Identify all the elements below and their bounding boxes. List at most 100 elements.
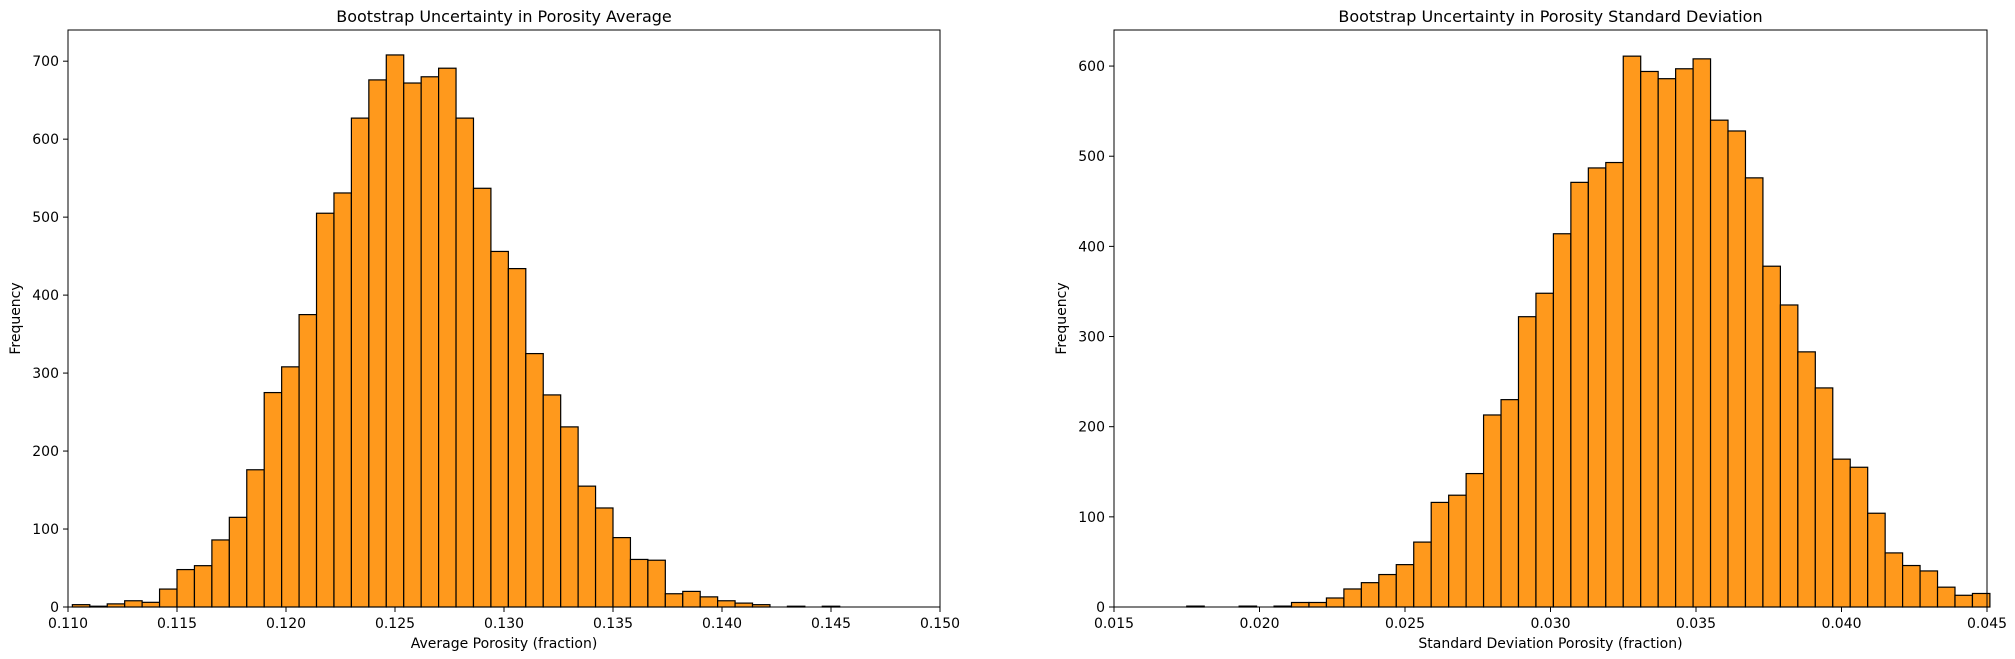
histogram-bar xyxy=(1395,564,1415,608)
histogram-bar xyxy=(1797,351,1816,608)
x-tick-label: 0.110 xyxy=(48,616,88,632)
x-axis-label: Average Porosity (fraction) xyxy=(411,636,598,652)
chart-title: Bootstrap Uncertainty in Porosity Standa… xyxy=(1338,7,1762,26)
x-tick-label: 0.120 xyxy=(266,616,306,632)
x-tick-label: 0.115 xyxy=(157,616,197,632)
x-axis: 0.110 0.115 0.120 0.125 0.130 0.135 0.140 0.145… xyxy=(48,607,960,632)
histogram-bar xyxy=(717,600,736,608)
y-axis: 0 100 200 300 400 500 600 xyxy=(1078,59,1114,616)
histogram-bar xyxy=(438,67,457,608)
x-tick-label: 0.125 xyxy=(375,616,415,632)
y-tick-label: 600 xyxy=(32,132,59,148)
histogram-bar xyxy=(420,76,440,608)
y-axis-label: Frequency xyxy=(8,282,24,354)
histogram-bar xyxy=(1727,130,1747,608)
histogram-bar xyxy=(542,394,562,608)
histogram-bar xyxy=(1482,414,1502,608)
histogram-bar xyxy=(1744,177,1764,608)
histogram-bar xyxy=(124,600,143,608)
histogram-bar xyxy=(1884,552,1904,608)
histogram-bar xyxy=(1465,472,1485,608)
histogram-bar xyxy=(525,352,544,608)
histogram-bar xyxy=(699,596,719,608)
histogram-bar xyxy=(1587,167,1607,608)
x-tick-label: 0.040 xyxy=(1821,616,1861,632)
histogram-bar xyxy=(664,593,684,608)
histogram-bar xyxy=(1657,78,1677,608)
histogram-bar xyxy=(1325,597,1345,608)
histogram-bar xyxy=(1692,58,1712,608)
histogram-bar xyxy=(1675,68,1694,608)
y-tick-label: 100 xyxy=(1078,510,1105,526)
x-tick-label: 0.020 xyxy=(1239,616,1279,632)
histogram-bar xyxy=(211,539,230,608)
histogram-bar xyxy=(158,588,178,608)
histogram-bar xyxy=(1413,541,1432,608)
histogram-bar xyxy=(1867,512,1886,608)
histogram-bar xyxy=(1814,387,1834,608)
histogram-bar xyxy=(228,516,248,608)
histogram-bar xyxy=(1640,70,1659,608)
histogram-bar xyxy=(1360,582,1380,608)
y-tick-label: 0 xyxy=(50,600,59,616)
histogram-bar xyxy=(1902,564,1921,608)
y-tick-label: 500 xyxy=(1078,149,1105,165)
x-tick-label: 0.140 xyxy=(702,616,742,632)
histogram-bar xyxy=(1535,292,1555,608)
bars xyxy=(1186,55,1991,608)
histogram-bar xyxy=(1849,466,1869,608)
y-tick-label: 600 xyxy=(1078,59,1105,75)
histogram-bar xyxy=(629,558,649,608)
histogram-bar xyxy=(1762,265,1781,608)
x-tick-label: 0.145 xyxy=(811,616,851,632)
histogram-bar xyxy=(682,590,701,608)
y-tick-label: 300 xyxy=(32,366,59,382)
y-tick-label: 0 xyxy=(1096,600,1105,616)
histogram-bar xyxy=(403,82,422,608)
x-tick-label: 0.045 xyxy=(1967,616,2007,632)
x-axis: 0.015 0.020 0.025 0.030 0.035 0.040 0.045 xyxy=(1094,607,2007,632)
x-axis-label: Standard Deviation Porosity (fraction) xyxy=(1418,636,1682,652)
histogram-bar xyxy=(281,366,300,608)
histogram-bar xyxy=(1500,399,1520,608)
histogram-bar xyxy=(1954,594,1974,608)
y-axis: 0 100 200 300 400 500 600 700 xyxy=(32,54,68,616)
histogram-bar xyxy=(507,267,527,608)
y-tick-label: 700 xyxy=(32,54,59,70)
histogram-bar xyxy=(176,568,196,608)
histogram-bar xyxy=(333,192,352,608)
histogram-bar xyxy=(1605,161,1624,608)
histogram-bar xyxy=(1343,588,1362,608)
chart-porosity-average: 0.110 0.115 0.120 0.125 0.130 0.135 0.140 0.145… xyxy=(8,7,960,652)
histogram-bar xyxy=(1448,494,1467,608)
histogram-bar xyxy=(385,54,405,608)
histogram-bar xyxy=(1832,458,1851,608)
histogram-bar xyxy=(141,601,161,608)
histogram-bar xyxy=(1622,55,1642,608)
y-tick-label: 500 xyxy=(32,210,59,226)
x-tick-label: 0.025 xyxy=(1385,616,1425,632)
x-tick-label: 0.135 xyxy=(593,616,633,632)
y-tick-label: 100 xyxy=(32,522,59,538)
x-tick-label: 0.030 xyxy=(1530,616,1570,632)
x-tick-label: 0.035 xyxy=(1676,616,1716,632)
histogram-bar xyxy=(560,426,579,608)
chart-title: Bootstrap Uncertainty in Porosity Averag… xyxy=(336,7,672,26)
histogram-bar xyxy=(612,537,632,608)
histogram-bar xyxy=(1709,119,1729,608)
bars xyxy=(71,54,841,608)
histogram-bar xyxy=(298,314,318,608)
histogram-bar xyxy=(472,187,492,608)
y-tick-label: 400 xyxy=(1078,239,1105,255)
histogram-bar xyxy=(1378,573,1397,608)
histogram-bar xyxy=(315,212,335,608)
y-tick-label: 200 xyxy=(1078,420,1105,436)
x-tick-label: 0.130 xyxy=(484,616,524,632)
histogram-bar xyxy=(1290,601,1310,608)
histogram-bar xyxy=(1552,233,1572,608)
y-tick-label: 400 xyxy=(32,288,59,304)
y-axis-label: Frequency xyxy=(1054,282,1070,354)
histogram-bar xyxy=(1936,586,1956,608)
histogram-bar xyxy=(1430,501,1450,608)
